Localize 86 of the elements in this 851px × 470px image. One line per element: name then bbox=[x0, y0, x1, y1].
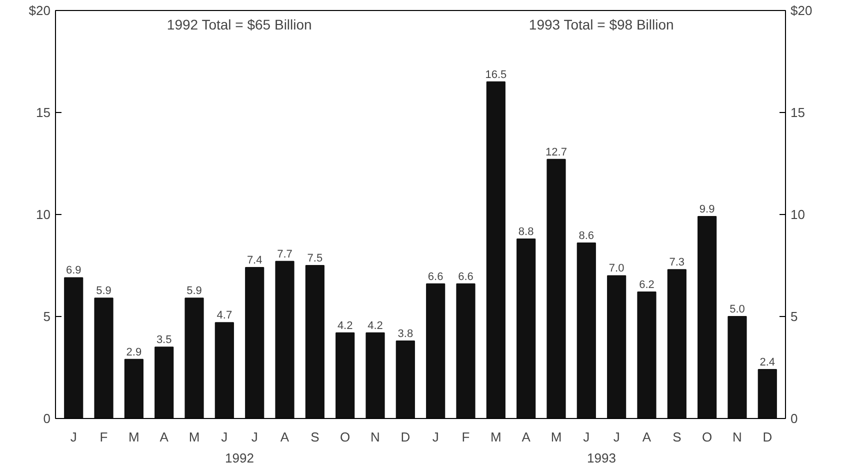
data-label: 7.5 bbox=[307, 252, 323, 264]
data-label: 3.5 bbox=[156, 334, 172, 346]
data-label: 4.7 bbox=[216, 310, 232, 322]
bar bbox=[336, 332, 355, 418]
bar bbox=[546, 158, 566, 418]
y-tick-label: 15 bbox=[36, 105, 51, 120]
bar bbox=[516, 238, 536, 418]
y2-tick-label: 15 bbox=[790, 105, 805, 120]
x-tick-label: S bbox=[672, 430, 682, 444]
bar bbox=[214, 322, 234, 418]
annotation: 1993 Total = $98 Billion bbox=[528, 16, 674, 32]
bar bbox=[124, 358, 144, 418]
bar bbox=[396, 340, 415, 418]
x-tick-label: M bbox=[128, 430, 140, 444]
bar bbox=[576, 242, 596, 418]
x-tick-label: J bbox=[432, 430, 439, 444]
x-tick-label: A bbox=[160, 430, 169, 444]
bar bbox=[275, 260, 294, 418]
data-label: 4.2 bbox=[337, 320, 353, 332]
data-label: 5.9 bbox=[186, 285, 202, 298]
x-tick-label: N bbox=[370, 430, 380, 444]
x-tick-label: J bbox=[583, 430, 590, 444]
x-tick-label: J bbox=[221, 430, 228, 444]
bar bbox=[607, 275, 626, 418]
bar bbox=[184, 298, 204, 418]
data-label: 3.8 bbox=[398, 328, 414, 340]
y-tick-label: 5 bbox=[43, 309, 51, 324]
y-tick-label: $20 bbox=[28, 3, 51, 18]
x-tick-label: D bbox=[400, 430, 410, 444]
bar bbox=[154, 346, 174, 418]
data-label: 5.9 bbox=[96, 285, 112, 298]
data-label: 4.2 bbox=[368, 320, 383, 332]
data-label: 7.3 bbox=[669, 256, 685, 269]
x-tick-label: A bbox=[522, 430, 531, 444]
x-tick-label: M bbox=[188, 430, 200, 444]
data-label: 7.0 bbox=[608, 262, 624, 275]
data-label: 6.2 bbox=[639, 279, 654, 292]
data-label: 16.5 bbox=[485, 68, 507, 81]
bar bbox=[366, 332, 385, 418]
data-label: 9.9 bbox=[699, 204, 715, 216]
bar bbox=[94, 298, 114, 418]
data-label: 6.9 bbox=[66, 264, 82, 277]
annotation: 1992 Total = $65 Billion bbox=[166, 16, 312, 32]
bar bbox=[245, 267, 264, 418]
bar bbox=[456, 283, 476, 418]
data-label: 5.0 bbox=[730, 304, 745, 316]
x-tick-label: M bbox=[490, 430, 502, 444]
data-label: 2.4 bbox=[760, 356, 776, 369]
bar bbox=[64, 277, 84, 418]
bar bbox=[486, 81, 506, 418]
x-tick-label: J bbox=[70, 430, 77, 444]
bar bbox=[758, 369, 777, 418]
x-tick-label: A bbox=[642, 430, 652, 444]
y2-tick-label: 10 bbox=[790, 207, 805, 222]
data-label: 2.9 bbox=[126, 346, 142, 358]
bar bbox=[426, 283, 446, 418]
x-tick-label: O bbox=[340, 430, 350, 444]
y-tick-label: 0 bbox=[43, 411, 51, 426]
data-label: 7.7 bbox=[277, 248, 292, 260]
text: 1992 bbox=[225, 450, 254, 466]
data-label: 7.4 bbox=[246, 254, 262, 267]
y-tick-label: 10 bbox=[36, 207, 51, 222]
x-tick-label: A bbox=[280, 430, 290, 444]
x-tick-label: F bbox=[100, 430, 108, 444]
x-tick-label: N bbox=[732, 430, 742, 444]
bar bbox=[728, 316, 747, 418]
bar bbox=[637, 292, 656, 418]
y2-tick-label: $20 bbox=[790, 3, 812, 18]
y2-tick-label: 5 bbox=[790, 309, 798, 324]
x-tick-label: F bbox=[462, 430, 470, 444]
text: 1993 bbox=[587, 450, 616, 466]
data-label: 6.6 bbox=[428, 270, 444, 283]
x-tick-label: O bbox=[702, 430, 712, 444]
data-label: 8.6 bbox=[578, 230, 594, 242]
bar bbox=[698, 216, 717, 418]
data-label: 8.8 bbox=[518, 226, 534, 238]
x-tick-label: J bbox=[251, 430, 258, 444]
data-label: 6.6 bbox=[458, 270, 474, 283]
y2-tick-label: 0 bbox=[790, 411, 798, 426]
x-tick-label: S bbox=[310, 430, 320, 444]
bar bbox=[305, 265, 324, 418]
x-tick-label: D bbox=[762, 430, 772, 444]
x-tick-label: J bbox=[613, 430, 620, 444]
bar bbox=[667, 269, 686, 418]
data-label: 12.7 bbox=[546, 146, 567, 158]
x-tick-label: M bbox=[550, 430, 562, 444]
